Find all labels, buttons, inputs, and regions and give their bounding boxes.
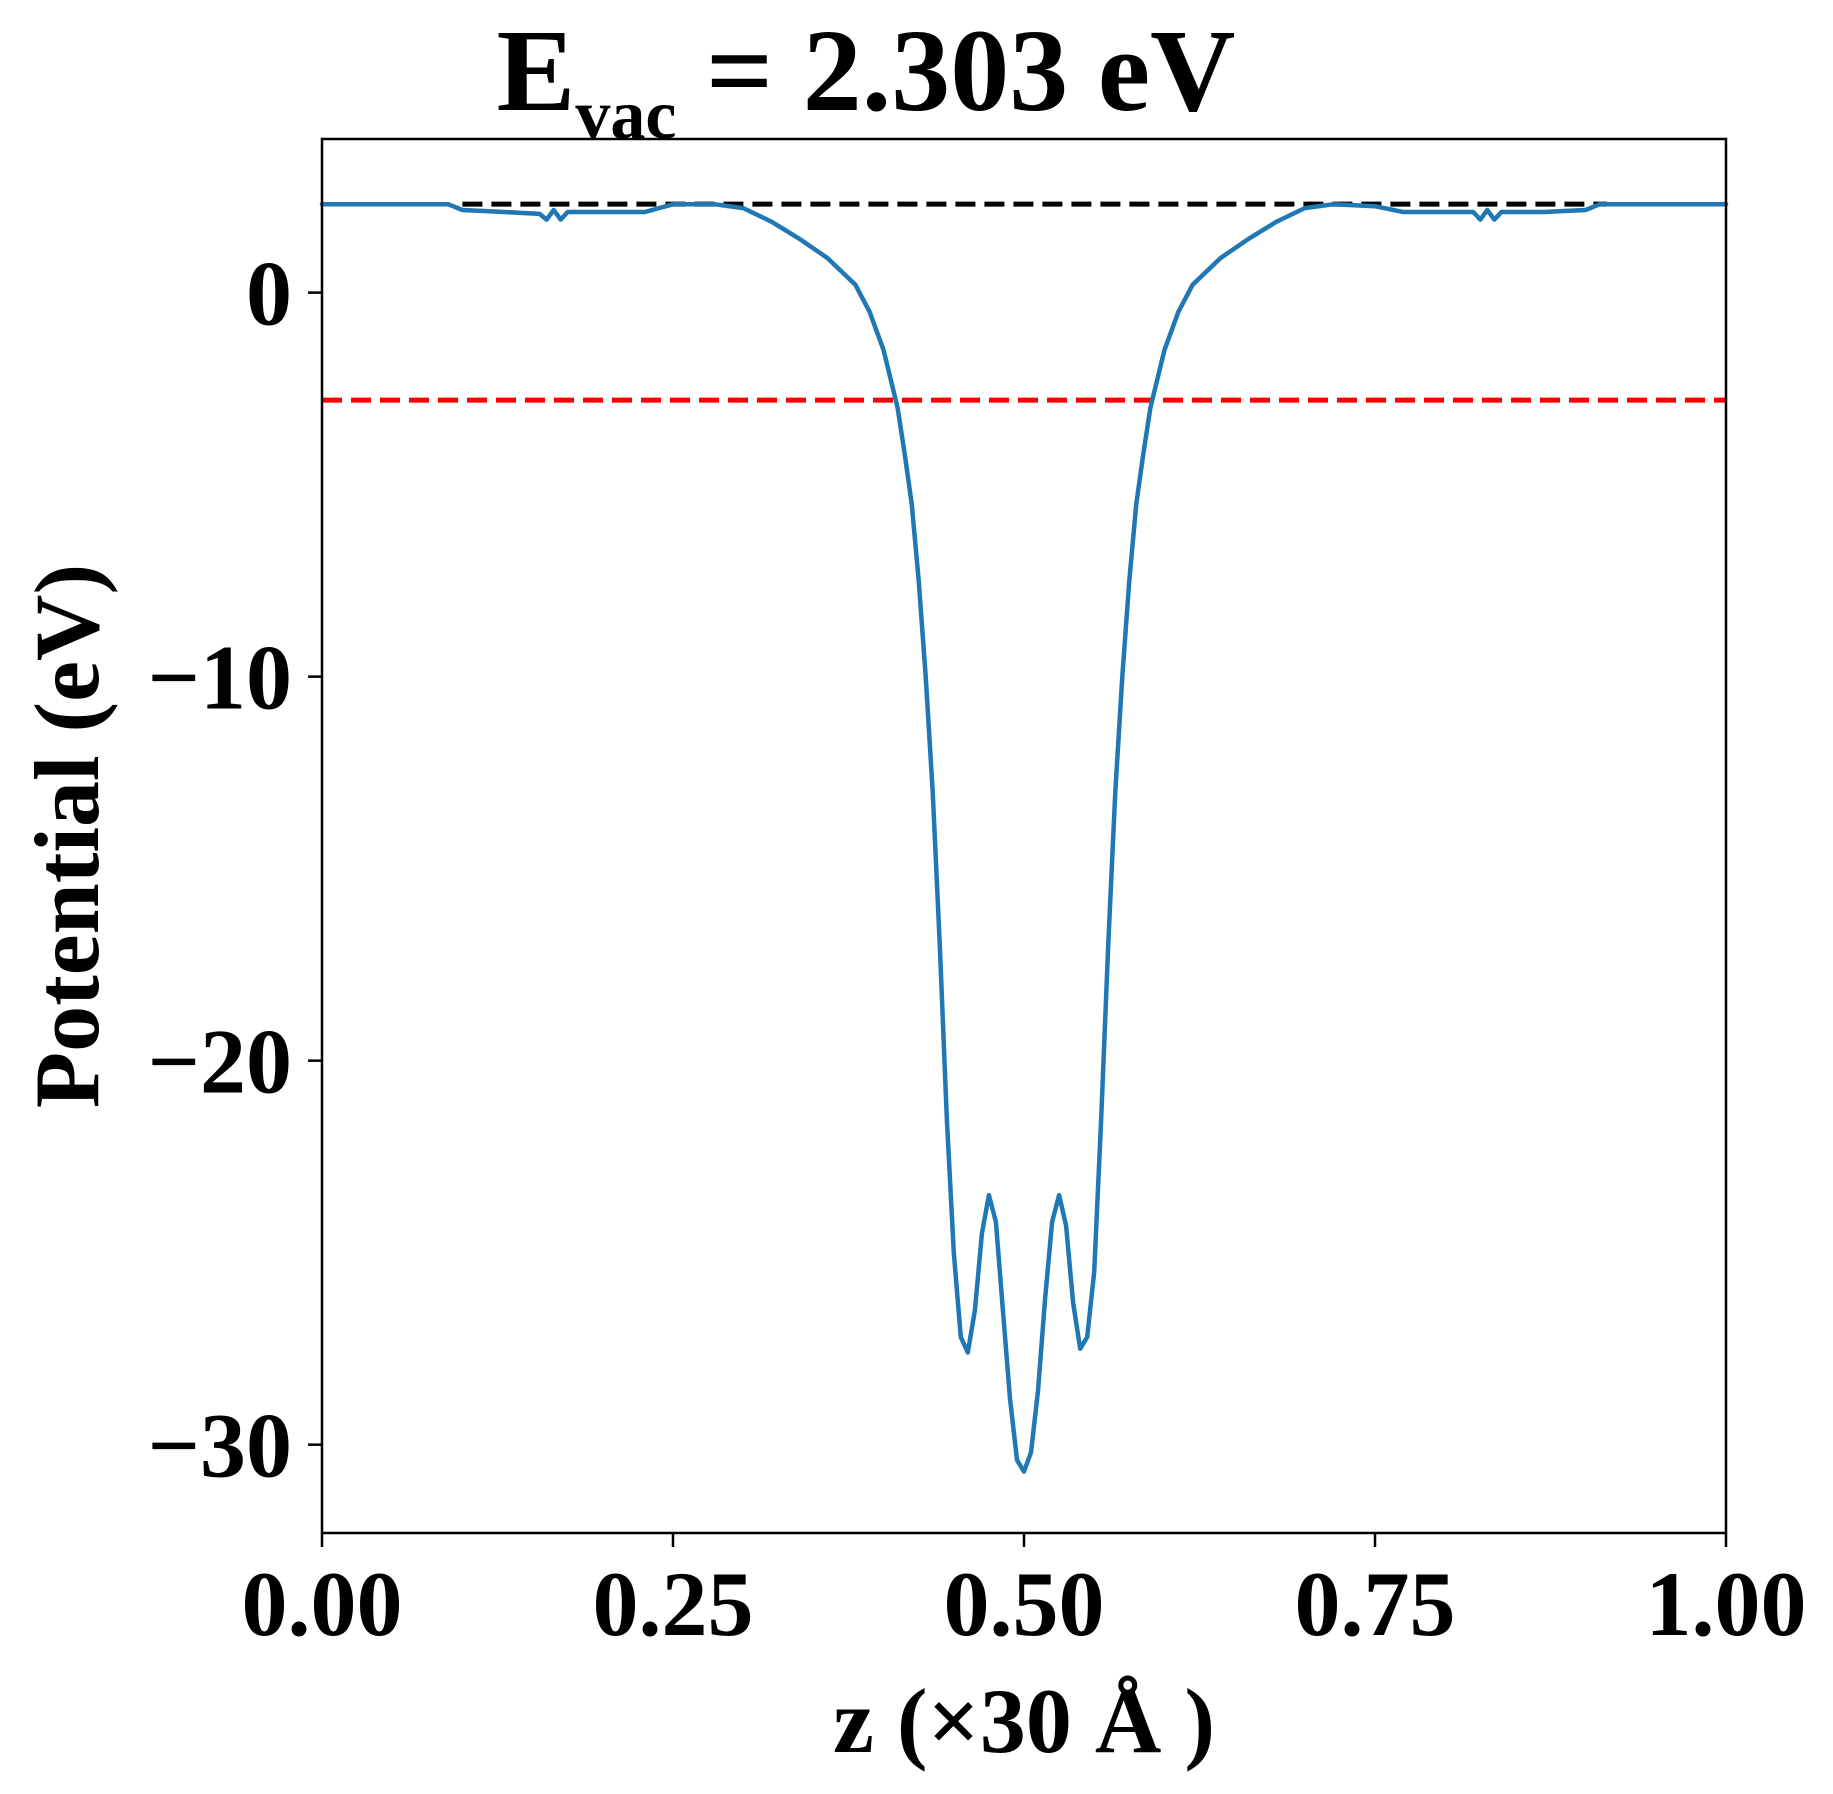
- chart-title: Evac = 2.303 eV: [497, 5, 1236, 154]
- x-tick-label-4: 1.00: [1646, 1553, 1807, 1655]
- x-axis-label: z (×30 Å ): [833, 1670, 1215, 1772]
- plot-frame: [320, 137, 1728, 1535]
- chart-title-subscript: vac: [575, 77, 676, 154]
- x-tick-label-1: 0.25: [593, 1553, 754, 1655]
- y-tick-label-3: −30: [148, 1395, 292, 1497]
- y-tick-label-2: −20: [148, 1011, 292, 1113]
- x-tick-label-2: 0.50: [944, 1553, 1105, 1655]
- series-line-0: [319, 201, 1729, 1474]
- y-axis-label: Potential (eV): [16, 564, 118, 1108]
- chart-title-rest: = 2.303 eV: [676, 5, 1235, 136]
- y-tick-label-1: −10: [148, 627, 292, 729]
- x-tick-label-0: 0.00: [242, 1553, 403, 1655]
- x-tick-label-3: 0.75: [1295, 1553, 1456, 1655]
- plot-content: [319, 201, 1729, 1474]
- y-axis-ticks: 0 −10 −20 −30: [148, 243, 322, 1497]
- y-tick-label-0: 0: [246, 243, 292, 345]
- chart-title-main: E: [497, 5, 576, 136]
- x-axis-ticks: 0.00 0.25 0.50 0.75 1.00: [242, 1533, 1807, 1655]
